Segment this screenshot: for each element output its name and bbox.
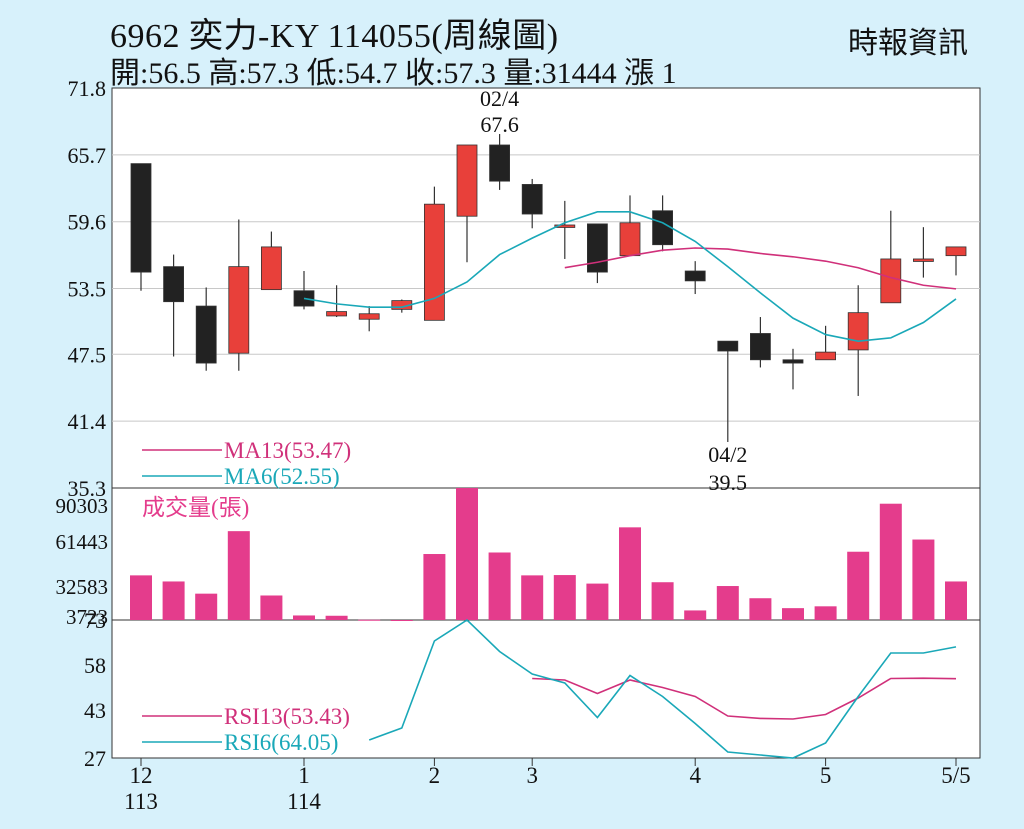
volume-tick-label: 3723: [66, 605, 108, 629]
volume-bar: [619, 527, 641, 620]
chart-title: 6962 奕力-KY 114055(周線圖): [110, 18, 559, 55]
volume-tick-label: 90303: [56, 494, 109, 518]
legend-label: RSI13(53.43): [224, 704, 350, 729]
volume-tick-label: 61443: [56, 530, 109, 554]
ma13-line: [564, 247, 957, 290]
volume-bar: [651, 582, 674, 620]
x-tick-label: 2: [429, 763, 441, 788]
x-tick-label: 4: [689, 763, 701, 788]
candle-body: [684, 270, 706, 282]
volume-bar: [358, 619, 381, 621]
rsi-panel: [111, 619, 981, 759]
price-tick-label: 41.4: [68, 409, 107, 434]
volume-bar: [260, 595, 283, 620]
volume-bar: [227, 531, 250, 620]
x-year-label: 113: [124, 789, 158, 814]
volume-bar: [162, 581, 185, 620]
ohlc-summary: 開:56.5 高:57.3 低:54.7 收:57.3 量:31444 漲 1: [110, 57, 677, 90]
candle-body: [195, 305, 217, 364]
volume-bar: [749, 598, 772, 620]
candle-body: [554, 224, 576, 228]
annotation-date: 02/4: [480, 86, 519, 111]
volume-bar: [814, 606, 837, 620]
volume-bar: [195, 593, 218, 620]
x-tick-label: 5: [820, 763, 832, 788]
volume-bar: [130, 575, 152, 620]
legend-label: MA13(53.47): [224, 438, 351, 463]
annotation-date: 04/2: [708, 442, 747, 467]
candle-body: [847, 312, 869, 351]
volume-bar: [390, 620, 413, 621]
price-tick-label: 35.3: [68, 476, 107, 501]
x-tick-label: 12: [130, 763, 153, 788]
candle-body: [163, 266, 185, 303]
rsi13-line: [532, 677, 957, 720]
candle-body: [880, 258, 902, 304]
candle-body: [423, 203, 445, 321]
source-label: 時報資訊: [848, 27, 968, 60]
volume-legend: 成交量(張): [142, 495, 249, 520]
x-tick-label: 1: [298, 763, 310, 788]
candle-body: [619, 222, 641, 257]
volume-bar: [684, 610, 707, 620]
candle-body: [652, 210, 673, 246]
candle-body: [815, 351, 836, 361]
rsi-tick-label: 27: [84, 746, 106, 771]
volume-bar: [945, 581, 967, 620]
volume-bar: [521, 575, 544, 620]
volume-bar: [293, 615, 315, 620]
volume-tick-label: 32583: [56, 575, 109, 599]
price-tick-label: 71.8: [68, 76, 107, 101]
candle-body: [326, 311, 348, 317]
volume-bar: [782, 608, 804, 620]
volume-panel: [111, 487, 981, 621]
candle-body: [260, 246, 282, 291]
rsi-tick-label: 58: [84, 653, 106, 678]
volume-bar: [553, 575, 576, 620]
volume-bar: [912, 539, 935, 620]
annotation-value: 39.5: [709, 470, 748, 495]
rsi-tick-label: 43: [84, 698, 106, 723]
candle-body: [750, 333, 771, 361]
volume-bar: [716, 586, 739, 620]
candle-body: [717, 340, 739, 352]
volume-bar: [879, 503, 902, 620]
rsi-tick-label: 73: [84, 608, 106, 633]
legend-label: MA6(52.55): [224, 464, 340, 489]
candle-body: [782, 359, 804, 364]
volume-bar: [847, 551, 870, 620]
candle-body: [521, 184, 543, 215]
price-tick-label: 53.5: [68, 277, 107, 302]
x-tick-label: 3: [526, 763, 538, 788]
candle-body: [130, 163, 152, 273]
x-year-label: 114: [287, 789, 321, 814]
volume-bar: [456, 488, 478, 620]
volume-bar: [325, 615, 348, 620]
candle-body: [945, 246, 967, 257]
legend-label: RSI6(64.05): [224, 730, 338, 755]
price-tick-label: 47.5: [68, 342, 107, 367]
x-tick-label: 5/5: [941, 763, 970, 788]
candle-body: [587, 223, 608, 273]
volume-bar: [423, 554, 446, 620]
candle-body: [358, 313, 380, 320]
candle-body: [913, 258, 934, 262]
candle-body: [489, 144, 511, 182]
candle-body: [228, 266, 250, 354]
candle-body: [456, 144, 478, 217]
volume-bar: [488, 552, 511, 620]
price-tick-label: 59.6: [68, 210, 107, 235]
annotation-value: 67.6: [480, 112, 519, 137]
volume-bar: [586, 583, 609, 620]
price-tick-label: 65.7: [68, 143, 107, 168]
rsi6-line: [368, 618, 957, 759]
ma6-line: [303, 211, 957, 342]
